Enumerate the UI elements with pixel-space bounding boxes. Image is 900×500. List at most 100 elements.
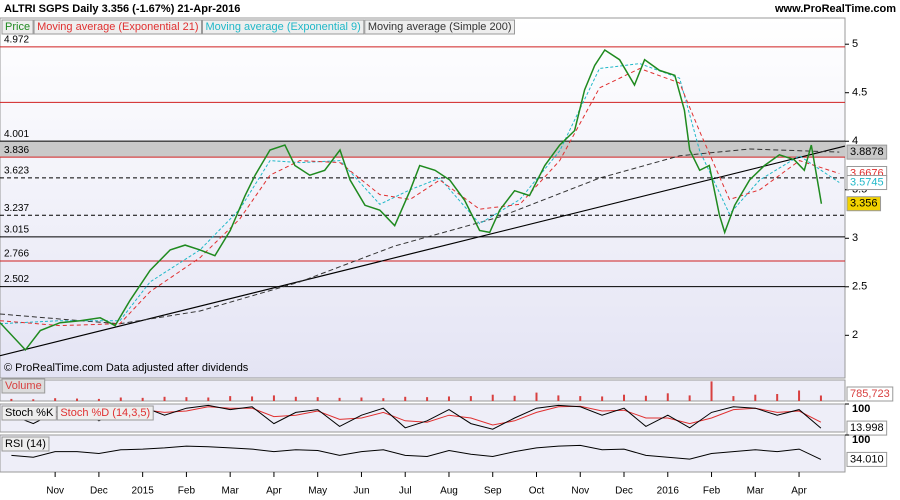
- last-label-bg: [846, 451, 888, 467]
- y-tick-label: 100: [852, 403, 870, 415]
- last-label-bg: [846, 144, 888, 160]
- level-label: 4.972: [4, 35, 29, 46]
- x-tick-label: Jul: [399, 486, 412, 497]
- level-label: 3.015: [4, 224, 29, 235]
- legend-entry-box: Price: [1, 19, 34, 35]
- x-tick-label: Feb: [178, 486, 196, 497]
- last-label-bg: [846, 196, 882, 212]
- volume-bar: [272, 395, 275, 401]
- volume-bar: [491, 394, 494, 401]
- volume-bar: [294, 396, 297, 401]
- volume-bar: [798, 390, 801, 401]
- volume-bar: [360, 397, 363, 401]
- volume-bar: [404, 396, 407, 401]
- last-label-box: 13.998: [846, 420, 888, 436]
- volume-panel: [0, 379, 846, 402]
- last-label-bg: [846, 175, 888, 191]
- last-label-box: 34.010: [846, 451, 888, 467]
- last-label: 3.8878: [850, 146, 884, 158]
- x-tick-label: Oct: [529, 486, 545, 497]
- last-label: 785,723: [850, 388, 890, 400]
- legend-entry: Price: [5, 21, 30, 33]
- panel-title-bg: [1, 378, 46, 394]
- level-label: 3.623: [4, 165, 29, 176]
- chart-title: ALTRI SGPS Daily 3.356 (-1.67%) 21-Apr-2…: [4, 3, 240, 15]
- legend-entry-box: Stoch %K: [1, 405, 57, 421]
- volume-bar: [119, 397, 122, 401]
- series-line: [0, 48, 823, 352]
- site: www.ProRealTime.com: [774, 3, 896, 15]
- panel-title: Volume: [5, 380, 42, 392]
- y-tick-label: 4.5: [852, 87, 867, 99]
- band: [0, 141, 845, 158]
- series-line: [0, 145, 846, 357]
- level-label: 2.502: [4, 274, 29, 285]
- legend-entry-bg: [1, 19, 34, 35]
- last-label: 13.998: [850, 422, 884, 434]
- last-label: 3.356: [850, 198, 878, 210]
- legend-entry-box: Stoch %D (14,3,5): [56, 405, 154, 421]
- series-line: [0, 63, 840, 325]
- volume-bar: [754, 394, 757, 401]
- last-label-box: 3.356: [846, 196, 882, 212]
- x-tick-label: Dec: [90, 486, 108, 497]
- volume-bar: [10, 398, 13, 401]
- y-tick-label: 100: [852, 434, 870, 446]
- level-label: 3.237: [4, 203, 29, 214]
- rsi-panel: [0, 434, 846, 473]
- legend-entry: Moving average (Simple 200): [368, 21, 512, 33]
- x-tick-label: Apr: [791, 486, 807, 497]
- legend-entry-bg: [1, 436, 50, 452]
- x-tick-label: Dec: [615, 486, 633, 497]
- last-label-box: 785,723: [846, 386, 894, 402]
- x-tick-label: Mar: [747, 486, 765, 497]
- volume-bar: [163, 396, 166, 401]
- note: © ProRealTime.com Data adjusted after di…: [4, 362, 249, 374]
- volume-bar: [207, 397, 210, 401]
- volume-bar: [469, 396, 472, 401]
- y-tick-label: 2: [852, 329, 858, 341]
- volume-bar: [557, 395, 560, 401]
- legend-entry-bg: [202, 19, 365, 35]
- volume-bar: [776, 394, 779, 401]
- volume-bar: [229, 396, 232, 401]
- last-label-box: 3.5745: [846, 175, 888, 191]
- volume-bar: [623, 394, 626, 401]
- last-label-bg: [846, 420, 888, 436]
- x-tick-label: Feb: [703, 486, 721, 497]
- series-line: [0, 148, 840, 325]
- volume-bar: [97, 398, 100, 401]
- volume-bar: [316, 397, 319, 401]
- x-tick-label: Aug: [440, 486, 458, 497]
- legend-entry-box: Moving average (Simple 200): [364, 19, 515, 35]
- legend-entry-bg: [56, 405, 154, 421]
- volume-bar: [688, 395, 691, 401]
- level-label: 3.836: [4, 145, 29, 156]
- volume-bar: [447, 396, 450, 401]
- y-tick-label: 3: [852, 232, 858, 244]
- volume-bar: [338, 397, 341, 401]
- volume-bar: [513, 395, 516, 401]
- volume-bar: [601, 396, 604, 401]
- volume-bar: [141, 397, 144, 401]
- panel-title-box: Volume: [1, 378, 46, 394]
- x-tick-label: Nov: [46, 486, 64, 497]
- volume-bar: [535, 392, 538, 401]
- legend-entry: RSI (14): [5, 438, 46, 450]
- legend-entry: Stoch %D (14,3,5): [60, 407, 150, 419]
- volume-bar: [644, 395, 647, 401]
- volume-bar: [76, 398, 79, 401]
- volume-bar: [579, 396, 582, 401]
- y-tick-label: 4: [852, 135, 858, 147]
- last-label: 34.010: [850, 453, 884, 465]
- plot-layer: 22.533.544.55NovDec2015FebMarAprMayJunJu…: [0, 19, 894, 497]
- x-tick-label: Apr: [266, 486, 282, 497]
- volume-bar: [732, 396, 735, 401]
- volume-bar: [426, 397, 429, 401]
- series-line: [11, 444, 822, 460]
- volume-bar: [710, 381, 713, 401]
- y-tick-label: 2.5: [852, 281, 867, 293]
- volume-bar: [32, 399, 35, 401]
- legend-entry-box: Moving average (Exponential 9): [202, 19, 365, 35]
